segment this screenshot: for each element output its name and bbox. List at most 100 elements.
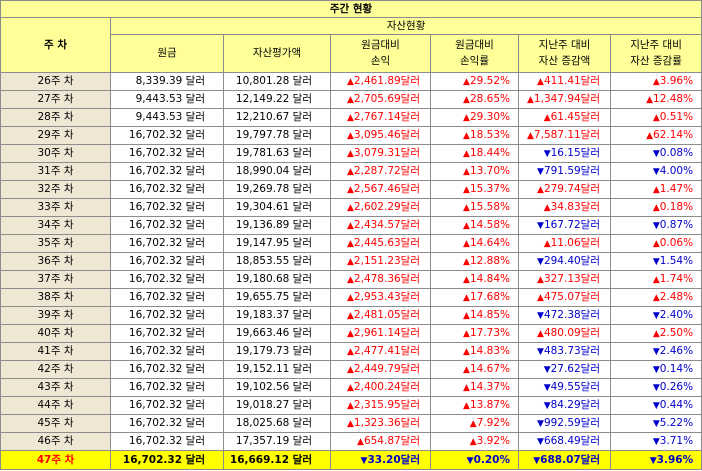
- down-triangle-icon: ▼: [466, 455, 474, 466]
- up-triangle-icon: ▲: [347, 329, 354, 339]
- weekly-change-rate-cell: ▼0.87%: [609, 216, 702, 235]
- principal-cell: 16,702.32 달러: [110, 198, 224, 217]
- table-row: 35주 차 16,702.32 달러 19,147.95 달러 ▲2,445.63달러…: [0, 234, 702, 253]
- profit-rate-cell: ▲18.53%: [430, 126, 519, 145]
- up-triangle-icon: ▲: [347, 401, 354, 411]
- up-triangle-icon: ▲: [463, 203, 470, 213]
- principal-cell: 16,702.32 달러: [110, 324, 224, 343]
- up-triangle-icon: ▲: [652, 185, 660, 195]
- down-triangle-icon: ▼: [537, 257, 544, 267]
- up-triangle-icon: ▲: [469, 437, 477, 447]
- up-triangle-icon: ▲: [347, 77, 354, 87]
- principal-cell: 16,702.32 달러: [110, 288, 224, 307]
- table-row: 30주 차 16,702.32 달러 19,781.63 달러 ▲3,079.31달러…: [0, 144, 702, 163]
- weekly-change-cell: ▲61.45달러: [518, 108, 611, 127]
- profit-loss-cell: ▲2,287.72달러: [330, 162, 431, 181]
- week-cell: 34주 차: [0, 216, 111, 235]
- weekly-change-cell: ▼472.38달러: [518, 306, 611, 325]
- table-row: 45주 차 16,702.32 달러 18,025.68 달러 ▲1,323.36달러…: [0, 414, 702, 433]
- weekly-change-rate-cell: ▼2.46%: [609, 342, 702, 361]
- weekly-change-rate-cell: ▼0.44%: [609, 396, 702, 415]
- weekly-change-rate-cell: ▼0.08%: [609, 144, 702, 163]
- profit-loss-cell: ▲2,477.41달러: [330, 342, 431, 361]
- up-triangle-icon: ▲: [537, 77, 544, 87]
- weekly-change-cell: ▼49.55달러: [518, 378, 611, 397]
- table-row: 46주 차 16,702.32 달러 17,357.19 달러 ▲654.87달러 ▲3…: [0, 432, 702, 451]
- table-row: 38주 차 16,702.32 달러 19,655.75 달러 ▲2,953.43달러…: [0, 288, 702, 307]
- profit-loss-cell: ▼33.20달러: [330, 450, 431, 470]
- up-triangle-icon: ▲: [463, 185, 470, 195]
- week-cell: 41주 차: [0, 342, 111, 361]
- weekly-change-rate-cell: ▲0.51%: [609, 108, 702, 127]
- table-row: 31주 차 16,702.32 달러 18,990.04 달러 ▲2,287.72달러…: [0, 162, 702, 181]
- down-triangle-icon: ▼: [652, 419, 660, 429]
- down-triangle-icon: ▼: [537, 311, 544, 321]
- asset-value-cell: 19,179.73 달러: [223, 342, 331, 361]
- profit-loss-cell: ▲654.87달러: [330, 432, 431, 451]
- profit-rate-cell: ▲14.83%: [430, 342, 519, 361]
- profit-loss-cell: ▲3,095.46달러: [330, 126, 431, 145]
- principal-cell: 16,702.32 달러: [110, 180, 224, 199]
- profit-rate-cell: ▲14.84%: [430, 270, 519, 289]
- up-triangle-icon: ▲: [347, 149, 354, 159]
- week-cell: 38주 차: [0, 288, 111, 307]
- table-row: 41주 차 16,702.32 달러 19,179.73 달러 ▲2,477.41달러…: [0, 342, 702, 361]
- table-row: 40주 차 16,702.32 달러 19,663.46 달러 ▲2,961.14달러…: [0, 324, 702, 343]
- up-triangle-icon: ▲: [463, 347, 470, 357]
- week-cell: 43주 차: [0, 378, 111, 397]
- weekly-change-rate-cell: ▼0.26%: [609, 378, 702, 397]
- up-triangle-icon: ▲: [463, 113, 470, 123]
- week-cell: 47주 차: [0, 450, 111, 470]
- down-triangle-icon: ▼: [649, 455, 657, 466]
- up-triangle-icon: ▲: [463, 329, 470, 339]
- profit-loss-cell: ▲2,400.24달러: [330, 378, 431, 397]
- asset-status-group-header: 자산현황: [109, 17, 702, 35]
- up-triangle-icon: ▲: [646, 131, 654, 141]
- principal-cell: 16,702.32 달러: [110, 360, 224, 379]
- table-row: 39주 차 16,702.32 달러 19,183.37 달러 ▲2,481.05달러…: [0, 306, 702, 325]
- weekly-change-cell: ▼992.59달러: [518, 414, 611, 433]
- down-triangle-icon: ▼: [543, 365, 551, 375]
- principal-cell: 16,702.32 달러: [110, 306, 224, 325]
- profit-rate-cell: ▼0.20%: [430, 450, 519, 470]
- profit-loss-cell: ▲1,323.36달러: [330, 414, 431, 433]
- down-triangle-icon: ▼: [537, 419, 544, 429]
- up-triangle-icon: ▲: [347, 419, 354, 429]
- asset-value-cell: 18,853.55 달러: [223, 252, 331, 271]
- table-row: 28주 차 9,443.53 달러 12,210.67 달러 ▲2,767.14달러 ▲…: [0, 108, 702, 127]
- profit-rate-cell: ▲14.85%: [430, 306, 519, 325]
- up-triangle-icon: ▲: [463, 275, 470, 285]
- week-cell: 36주 차: [0, 252, 111, 271]
- up-triangle-icon: ▲: [347, 131, 354, 141]
- up-triangle-icon: ▲: [527, 131, 534, 141]
- asset-value-column-header: 자산평가액: [223, 34, 331, 73]
- weekly-change-cell: ▲1,347.94달러: [518, 90, 611, 109]
- down-triangle-icon: ▼: [652, 149, 660, 159]
- down-triangle-icon: ▼: [537, 347, 544, 357]
- asset-value-cell: 19,183.37 달러: [223, 306, 331, 325]
- profit-rate-cell: ▲14.58%: [430, 216, 519, 235]
- profit-loss-cell: ▲2,961.14달러: [330, 324, 431, 343]
- profit-loss-cell: ▲3,079.31달러: [330, 144, 431, 163]
- week-cell: 39주 차: [0, 306, 111, 325]
- asset-value-cell: 19,102.56 달러: [223, 378, 331, 397]
- up-triangle-icon: ▲: [463, 293, 470, 303]
- up-triangle-icon: ▲: [537, 329, 544, 339]
- up-triangle-icon: ▲: [537, 275, 544, 285]
- up-triangle-icon: ▲: [347, 203, 354, 213]
- principal-cell: 16,702.32 달러: [110, 414, 224, 433]
- weekly-change-rate-cell: ▼3.71%: [609, 432, 702, 451]
- up-triangle-icon: ▲: [347, 221, 354, 231]
- up-triangle-icon: ▲: [527, 95, 534, 105]
- weekly-change-rate-cell: ▼3.96%: [609, 450, 702, 470]
- down-triangle-icon: ▼: [652, 401, 660, 411]
- weekly-change-cell: ▼791.59달러: [518, 162, 611, 181]
- down-triangle-icon: ▼: [360, 455, 368, 466]
- up-triangle-icon: ▲: [463, 221, 470, 231]
- down-triangle-icon: ▼: [543, 401, 551, 411]
- asset-value-cell: 12,210.67 달러: [223, 108, 331, 127]
- up-triangle-icon: ▲: [357, 437, 364, 447]
- asset-value-cell: 19,018.27 달러: [223, 396, 331, 415]
- week-cell: 45주 차: [0, 414, 111, 433]
- table-row: 37주 차 16,702.32 달러 19,180.68 달러 ▲2,478.36달러…: [0, 270, 702, 289]
